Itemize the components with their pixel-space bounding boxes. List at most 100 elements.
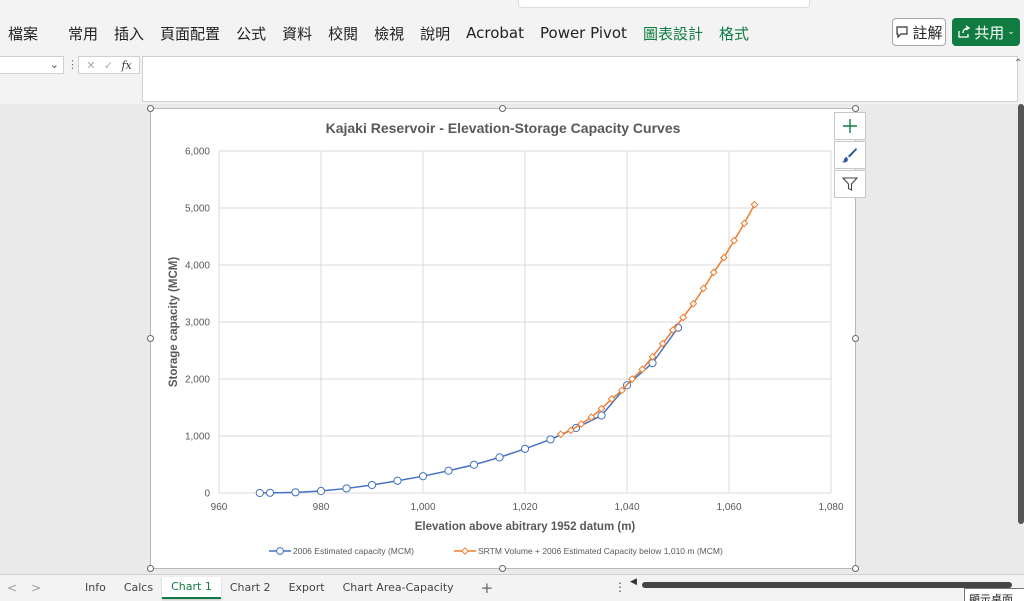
ribbon-tab[interactable]: 插入 bbox=[114, 24, 145, 43]
name-box[interactable]: ⌄ bbox=[0, 56, 64, 74]
data-point bbox=[291, 488, 300, 497]
ribbon-tab[interactable]: 頁面配置 bbox=[160, 24, 221, 43]
data-point bbox=[740, 219, 749, 228]
insert-function-button[interactable]: fx bbox=[121, 58, 132, 72]
data-point bbox=[316, 486, 326, 496]
chart-title: Kajaki Reservoir - Elevation-Storage Cap… bbox=[326, 120, 681, 136]
data-point bbox=[750, 200, 759, 209]
sheet-tab[interactable]: Chart Area-Capacity bbox=[342, 581, 454, 594]
data-point bbox=[617, 386, 626, 395]
data-point bbox=[418, 472, 428, 481]
formula-input[interactable] bbox=[142, 56, 1018, 102]
search-box[interactable] bbox=[518, 0, 810, 8]
x-tick-label: 1,080 bbox=[818, 502, 843, 513]
comments-button[interactable]: 註解 bbox=[892, 18, 946, 46]
chart-area[interactable]: 960 980 1,000 1,020 1,040 1,060 1,080 0 1,000 2,0… bbox=[150, 108, 856, 569]
data-point bbox=[444, 466, 453, 475]
show-desktop-tooltip: 顯示桌面 bbox=[964, 588, 1024, 601]
ribbon-tab[interactable]: 公式 bbox=[236, 24, 267, 43]
ribbon-tab[interactable]: 說明 bbox=[420, 24, 451, 43]
legend-label: 2006 Estimated capacity (MCM) bbox=[293, 546, 414, 556]
chart-styles-button[interactable] bbox=[834, 141, 866, 169]
ribbon-tab[interactable]: 格式 bbox=[718, 24, 749, 43]
scrollbar-thumb[interactable] bbox=[642, 582, 1012, 588]
data-point bbox=[689, 299, 698, 308]
data-point bbox=[699, 284, 708, 293]
ribbon-tab[interactable]: 圖表設計 bbox=[642, 24, 703, 43]
vertical-scrollbar[interactable] bbox=[1018, 104, 1024, 524]
more-options-icon[interactable]: ⋮ bbox=[614, 580, 626, 594]
data-point bbox=[393, 476, 402, 485]
data-point bbox=[495, 453, 504, 462]
more-options-icon[interactable]: ⋮ bbox=[67, 58, 78, 71]
cancel-icon[interactable]: ✕ bbox=[86, 58, 96, 72]
data-point bbox=[668, 326, 677, 334]
sheet-tab[interactable]: Chart 2 bbox=[229, 581, 271, 594]
data-point bbox=[367, 480, 377, 490]
comments-label: 註解 bbox=[912, 23, 943, 42]
data-point bbox=[469, 460, 479, 469]
data-point bbox=[719, 253, 728, 262]
chart-svg[interactable]: 960 980 1,000 1,020 1,040 1,060 1,080 0 1,000 2,0… bbox=[151, 109, 855, 568]
data-point bbox=[658, 339, 667, 348]
ribbon-tab[interactable]: 校閱 bbox=[328, 24, 359, 43]
sheet-tab[interactable]: Calcs bbox=[123, 581, 154, 594]
title-bar bbox=[0, 0, 1024, 10]
y-tick-label: 5,000 bbox=[185, 204, 210, 215]
x-tick-label: 980 bbox=[313, 502, 330, 513]
formula-bar: ⌄ ⋮ ✕ ✓ fx bbox=[0, 54, 1024, 102]
series-line bbox=[560, 204, 756, 435]
confirm-icon[interactable]: ✓ bbox=[103, 58, 114, 72]
x-tick-label: 960 bbox=[211, 502, 228, 513]
ribbon-tab[interactable]: 資料 bbox=[282, 24, 313, 43]
chart-filters-button[interactable] bbox=[834, 170, 866, 198]
resize-handle[interactable] bbox=[499, 565, 506, 572]
resize-handle[interactable] bbox=[499, 105, 506, 112]
data-point bbox=[556, 430, 565, 439]
resize-handle[interactable] bbox=[852, 105, 859, 112]
x-tick-label: 1,000 bbox=[410, 502, 435, 513]
data-point bbox=[520, 444, 530, 453]
ribbon-tab[interactable]: 檔案 bbox=[8, 24, 39, 43]
data-point bbox=[638, 365, 647, 374]
data-point bbox=[577, 420, 586, 428]
scroll-left-icon[interactable]: ◀ bbox=[630, 577, 637, 587]
x-tick-label: 1,020 bbox=[512, 502, 537, 513]
share-icon bbox=[958, 25, 971, 38]
data-point bbox=[730, 236, 739, 245]
data-point bbox=[342, 484, 351, 493]
horizontal-scrollbar[interactable]: ◀ bbox=[630, 577, 1018, 589]
ribbon-tab[interactable]: 檢視 bbox=[374, 24, 405, 43]
sheet-tab[interactable]: Export bbox=[288, 581, 325, 594]
comment-icon bbox=[896, 26, 909, 39]
ribbon-tab[interactable]: Power Pivot bbox=[540, 24, 627, 42]
ribbon-tab[interactable]: 常用 bbox=[68, 24, 99, 43]
next-sheet-button[interactable]: > bbox=[30, 581, 42, 595]
prev-sheet-button[interactable]: < bbox=[6, 581, 18, 595]
y-tick-label: 0 bbox=[204, 489, 210, 500]
ribbon-tabs: 檔案 常用 插入 頁面配置 公式 資料 校閱 檢視 說明 Acrobat Power Pivot 圖表… bbox=[0, 14, 1024, 52]
chevron-down-icon: ⌄ bbox=[1007, 27, 1015, 37]
formula-buttons: ✕ ✓ fx bbox=[78, 56, 140, 74]
resize-handle[interactable] bbox=[147, 565, 154, 572]
data-point bbox=[265, 488, 275, 497]
resize-handle[interactable] bbox=[147, 105, 154, 112]
data-point bbox=[546, 435, 555, 444]
resize-handle[interactable] bbox=[852, 335, 859, 342]
resize-handle[interactable] bbox=[147, 335, 154, 342]
sheet-tab[interactable]: Chart 1 bbox=[162, 577, 221, 599]
sheet-tab[interactable]: Info bbox=[85, 581, 106, 594]
plus-icon bbox=[843, 119, 857, 133]
y-tick-label: 2,000 bbox=[185, 375, 210, 386]
share-label: 共用 bbox=[974, 23, 1005, 42]
ribbon-tab[interactable]: Acrobat bbox=[466, 24, 524, 42]
collapse-formula-bar-icon[interactable]: ⌃ bbox=[1014, 58, 1023, 69]
resize-handle[interactable] bbox=[852, 565, 859, 572]
data-point bbox=[607, 395, 616, 403]
add-sheet-button[interactable]: + bbox=[480, 579, 494, 597]
chart-elements-button[interactable] bbox=[834, 112, 866, 140]
share-button[interactable]: 共用 ⌄ bbox=[952, 18, 1020, 46]
legend-label: SRTM Volume + 2006 Estimated Capacity be… bbox=[478, 546, 723, 556]
data-point bbox=[566, 426, 575, 435]
legend-marker bbox=[461, 547, 469, 555]
